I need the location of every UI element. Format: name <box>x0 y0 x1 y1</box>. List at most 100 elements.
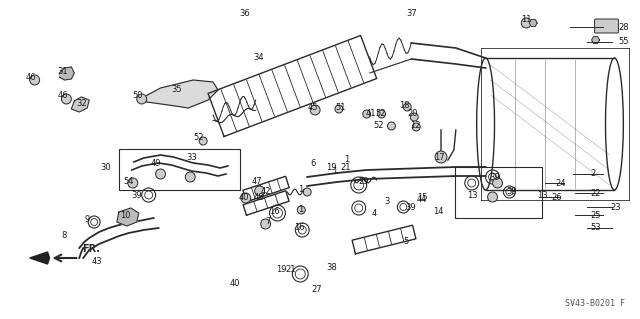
Circle shape <box>412 123 420 131</box>
Text: 41: 41 <box>365 109 376 118</box>
Text: 40: 40 <box>230 279 240 288</box>
Text: 24: 24 <box>555 179 566 188</box>
Bar <box>119 149 240 190</box>
Text: 33: 33 <box>186 152 196 161</box>
Text: 43: 43 <box>92 257 102 266</box>
Text: 52: 52 <box>193 133 204 143</box>
Text: 1: 1 <box>298 205 303 214</box>
Text: 27: 27 <box>312 285 323 293</box>
Circle shape <box>403 103 412 111</box>
Circle shape <box>363 110 371 118</box>
Circle shape <box>303 188 311 196</box>
Text: 40: 40 <box>239 194 249 203</box>
Circle shape <box>410 113 418 121</box>
Text: 31: 31 <box>57 66 68 76</box>
Polygon shape <box>144 80 218 108</box>
Text: 47: 47 <box>252 176 262 186</box>
Text: 13: 13 <box>467 190 477 199</box>
Text: 42: 42 <box>260 187 271 196</box>
Circle shape <box>29 75 40 85</box>
Text: 29: 29 <box>358 176 369 186</box>
Text: 51: 51 <box>335 102 346 112</box>
Text: 52: 52 <box>373 122 384 130</box>
Polygon shape <box>529 19 537 26</box>
Polygon shape <box>60 67 74 80</box>
Text: 39: 39 <box>131 190 142 199</box>
Text: 46: 46 <box>58 92 68 100</box>
Text: 19: 19 <box>326 162 336 172</box>
Text: 39: 39 <box>405 204 415 212</box>
Circle shape <box>260 219 271 229</box>
Text: 36: 36 <box>239 10 250 19</box>
FancyBboxPatch shape <box>595 19 618 33</box>
Text: 39: 39 <box>506 188 516 197</box>
Circle shape <box>435 151 447 163</box>
Text: 8: 8 <box>61 231 67 240</box>
Text: 49: 49 <box>150 159 161 167</box>
Circle shape <box>335 105 343 113</box>
Text: 34: 34 <box>253 53 264 62</box>
Circle shape <box>199 137 207 145</box>
Circle shape <box>378 110 385 118</box>
Text: 20: 20 <box>407 109 417 118</box>
Text: 11: 11 <box>521 16 531 25</box>
Text: 22: 22 <box>591 189 601 197</box>
Text: FR.: FR. <box>83 244 100 254</box>
Text: 16: 16 <box>294 224 305 233</box>
Circle shape <box>298 206 305 214</box>
Circle shape <box>128 178 138 188</box>
Text: 5: 5 <box>403 236 408 246</box>
Text: 55: 55 <box>618 38 629 47</box>
Text: 50: 50 <box>132 92 143 100</box>
Text: 44: 44 <box>416 195 427 204</box>
Text: 17: 17 <box>434 152 444 161</box>
Text: 37: 37 <box>406 10 417 19</box>
Text: 35: 35 <box>171 85 182 93</box>
Text: 25: 25 <box>591 211 601 219</box>
Circle shape <box>310 105 320 115</box>
Text: 52: 52 <box>375 108 386 117</box>
Text: 10: 10 <box>120 211 130 219</box>
Text: 16: 16 <box>269 206 280 216</box>
Text: 26: 26 <box>551 192 562 202</box>
Text: 3: 3 <box>385 197 390 205</box>
Circle shape <box>241 193 251 203</box>
Text: 9: 9 <box>84 216 90 225</box>
Text: 13: 13 <box>537 190 548 199</box>
Text: 15: 15 <box>417 192 428 202</box>
Text: 7: 7 <box>265 217 270 226</box>
Circle shape <box>156 169 166 179</box>
Text: 23: 23 <box>611 203 621 211</box>
Text: 1: 1 <box>332 167 337 176</box>
Circle shape <box>488 192 497 202</box>
Text: SV43-B0201 F: SV43-B0201 F <box>565 299 625 308</box>
Text: 32: 32 <box>76 100 86 108</box>
Text: 12: 12 <box>410 121 420 130</box>
Text: 48: 48 <box>253 194 264 203</box>
Text: 2: 2 <box>591 169 596 179</box>
Text: 38: 38 <box>326 263 337 272</box>
Text: 45: 45 <box>308 102 319 112</box>
Text: 46: 46 <box>26 72 36 81</box>
Circle shape <box>255 186 264 196</box>
Text: 19: 19 <box>276 265 287 275</box>
Circle shape <box>186 172 195 182</box>
Polygon shape <box>29 252 49 264</box>
Circle shape <box>493 178 502 188</box>
Text: 54: 54 <box>124 176 134 186</box>
Text: 14: 14 <box>433 206 444 216</box>
Circle shape <box>521 18 531 28</box>
Text: 4: 4 <box>372 209 377 218</box>
Circle shape <box>137 94 147 104</box>
Polygon shape <box>117 208 139 226</box>
Text: 53: 53 <box>591 224 601 233</box>
Text: 28: 28 <box>618 23 629 32</box>
Polygon shape <box>71 97 89 112</box>
Circle shape <box>61 94 71 104</box>
Text: 1: 1 <box>298 184 303 194</box>
Text: 21: 21 <box>340 162 351 172</box>
Text: 21: 21 <box>285 265 296 275</box>
Polygon shape <box>591 37 600 43</box>
Bar <box>455 167 542 218</box>
Text: 30: 30 <box>100 164 111 173</box>
